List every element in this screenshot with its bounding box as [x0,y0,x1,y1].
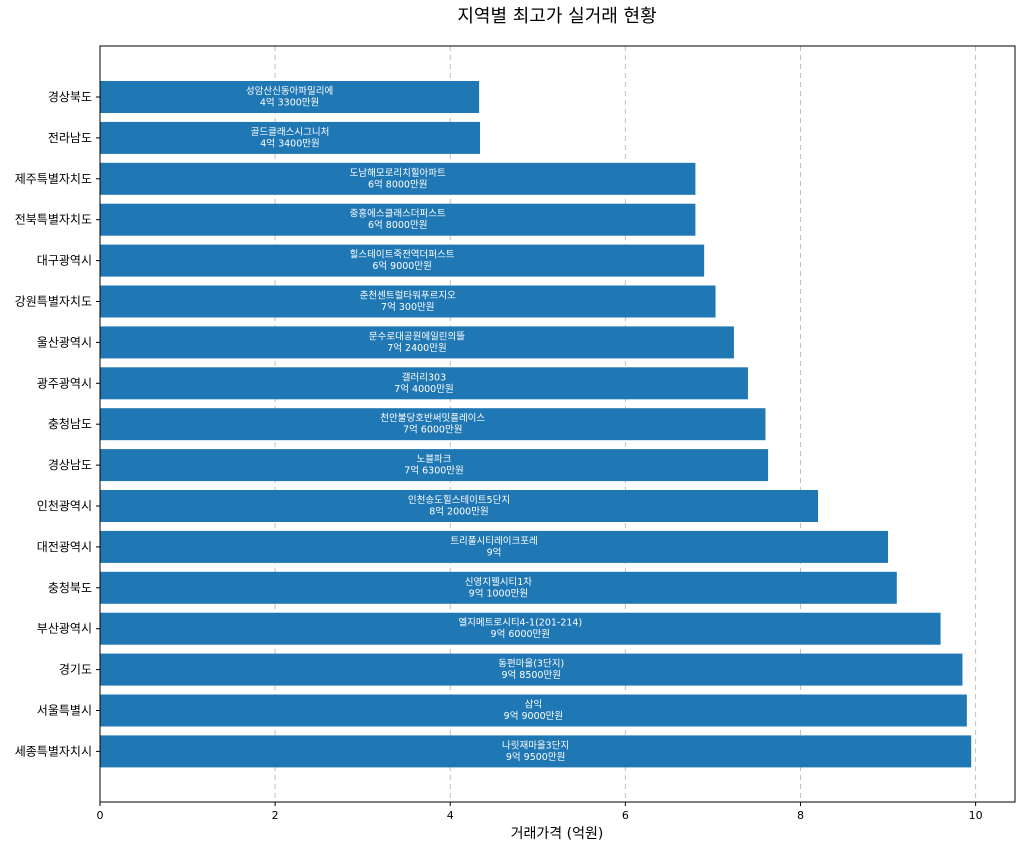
bar-label-price: 6억 9000만원 [372,260,431,272]
bar-label-name: 트리풀시티레이크포레 [450,536,537,547]
y-tick-label: 대전광역시 [37,540,92,554]
bar [100,203,696,236]
x-tick-label: 4 [447,809,454,822]
x-tick-label: 8 [797,809,804,822]
bar-label-name: 신영지웰시티1차 [465,576,532,588]
plot-frame [99,45,1016,803]
bar [100,530,889,563]
bar [100,653,963,686]
bar-label-price: 8억 2000만원 [429,506,488,518]
bar [100,367,748,400]
y-tick-label: 울산광역시 [37,335,92,349]
y-tick-label: 충청북도 [48,581,92,595]
bar-label-price: 9억 6000만원 [491,628,550,640]
bar-label-name: 나릿재마을3단지 [502,739,569,751]
x-tick-label: 6 [622,809,629,822]
y-tick-label: 강원특별자치도 [15,295,92,309]
bar [100,612,941,645]
y-tick-label: 광주광역시 [37,376,92,390]
bar-label-name: 춘천센트럴타워푸르지오 [360,291,456,302]
bar-label-name: 동편마을(3단지) [498,658,564,670]
y-tick-label: 전라남도 [48,131,92,145]
x-tick-label: 10 [969,809,983,822]
y-tick-label: 경상남도 [48,458,92,472]
bar-label-price: 7억 300만원 [381,301,434,313]
bar [100,326,734,359]
bar-label-name: 힐스테이트죽전역더퍼스트 [350,249,455,261]
x-tick-label: 0 [97,809,104,822]
bar-label-name: 골드클래스시그니처 [251,126,330,138]
bar [100,285,716,318]
bar [100,449,769,482]
bar-label-price: 9억 1000만원 [469,587,528,599]
bar-label-name: 천안불당호반써밋플레이스 [380,413,485,424]
bar [100,162,696,195]
bar-label-name: 갤러리303 [402,371,446,383]
bar-label-name: 인천송도힐스테이트5단지 [408,494,510,506]
bar-label-price: 9억 9500만원 [506,751,565,763]
bar-label-price: 6억 8000만원 [368,178,427,190]
bar-label-name: 도남해모로리치힐아파트 [350,167,446,179]
y-tick-label: 제주특별자치도 [15,172,92,186]
bar [100,694,967,727]
y-tick-label: 전북특별자치도 [15,213,92,227]
bar-label-price: 7억 6300만원 [404,465,463,477]
bar-label-price: 7억 2400만원 [387,342,446,354]
bar-label-name: 노블파크 [417,454,452,465]
bar-label-price: 7억 6000만원 [403,424,462,436]
bar [100,735,972,768]
y-tick-label: 부산광역시 [37,622,92,636]
bars [100,81,972,768]
bar-label-price: 4억 3400만원 [260,137,319,149]
y-tick-label: 경상북도 [48,90,92,104]
bar-label-price: 4억 3300만원 [260,97,319,109]
bar-label-price: 9억 9000만원 [504,710,563,722]
y-tick-label: 인천광역시 [37,498,92,513]
bar [100,490,818,522]
bar [100,81,480,113]
y-tick-label: 충청남도 [48,417,92,431]
y-tick-label: 서울특별시 [37,704,92,718]
y-tick-label: 대구광역시 [37,254,92,268]
bar-label-name: 엘지메트로시티4-1(201-214) [458,618,582,629]
y-tick-label: 세종특별자치시 [15,744,92,758]
bar-label-price: 6억 8000만원 [368,219,427,231]
x-axis-ticks: 0 2 4 6 8 10 [97,802,983,822]
bar [100,571,897,604]
bar-label-name: 성암산신동아파밀리에 [246,85,333,97]
chart-title: 지역별 최고가 실거래 현황 [457,6,656,27]
y-axis-ticks: 경상북도전라남도제주특별자치도전북특별자치도대구광역시강원특별자치도울산광역시광… [15,90,100,758]
bar-label-price: 7억 4000만원 [394,383,453,395]
bar-label-price: 9억 [487,546,502,558]
bar [100,121,481,154]
bar [100,408,766,441]
bar-label-name: 문수로대공원에일린의뜰 [369,331,465,342]
bar-label-name: 중흥에스클래스더퍼스트 [350,208,446,220]
bar-label-price: 9억 8500만원 [501,669,560,681]
x-axis-label: 거래가격 (억원) [511,826,604,842]
bar [100,244,705,277]
x-tick-label: 2 [272,809,279,822]
bar-label-name: 삼익 [525,699,542,711]
y-tick-label: 경기도 [59,663,92,677]
